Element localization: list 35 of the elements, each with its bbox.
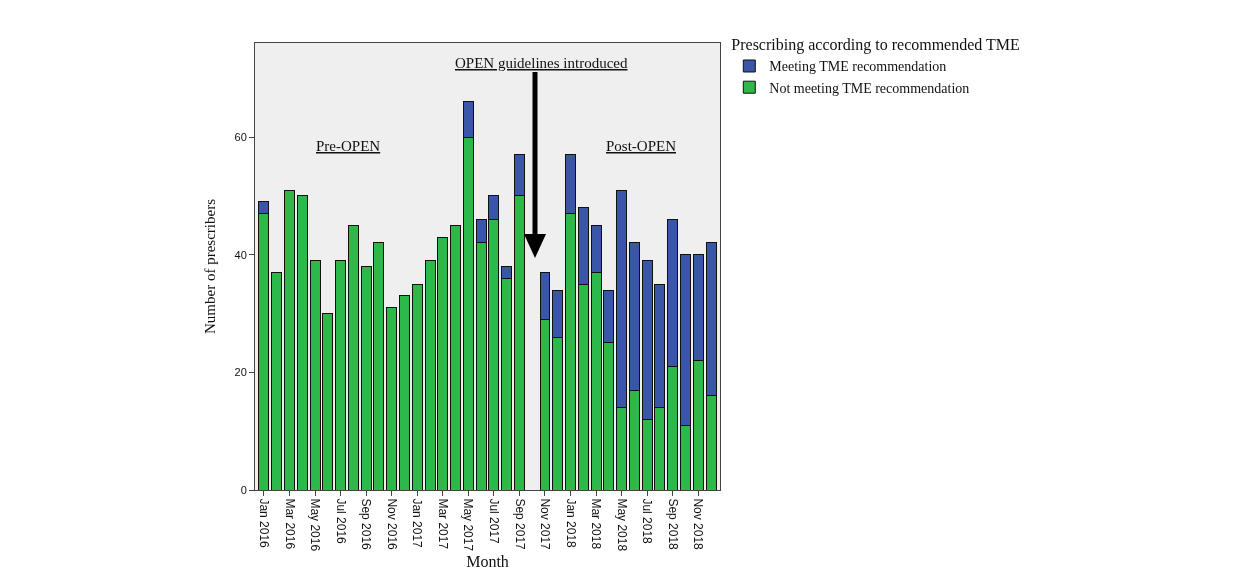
y-tick-label: 0 — [240, 483, 247, 496]
x-tick-label: Jul 2017 — [486, 498, 501, 545]
legend-label: Meeting TME recommendation — [769, 59, 947, 75]
x-tick-label: Jul 2018 — [640, 498, 655, 545]
annotation: Post-OPEN — [606, 138, 677, 154]
legend-label: Not meeting TME recommendation — [769, 80, 970, 96]
bar — [398, 295, 410, 490]
x-tick-label: May 2018 — [614, 498, 629, 552]
x-tick-label: May 2017 — [461, 498, 476, 552]
x-tick-label: Jul 2016 — [333, 498, 348, 545]
bar — [335, 260, 347, 490]
x-tick-label: Sep 2018 — [665, 498, 680, 551]
y-axis-title: Number of prescribers — [202, 198, 218, 334]
annotation: Pre-OPEN — [316, 138, 381, 154]
x-tick-label: Jan 2017 — [410, 498, 425, 549]
x-tick-label: Nov 2016 — [384, 498, 399, 551]
x-tick-label: Sep 2017 — [512, 498, 527, 551]
x-tick-label: Nov 2017 — [538, 498, 553, 551]
bar — [450, 224, 462, 490]
x-tick-label: Nov 2018 — [691, 498, 706, 551]
y-tick-label: 40 — [234, 248, 247, 261]
x-tick-label: Jan 2018 — [563, 498, 578, 549]
x-tick-label: May 2016 — [308, 498, 323, 552]
legend-title: Prescribing according to recommended TME — [731, 36, 1020, 55]
bar — [284, 189, 295, 490]
x-tick-label: Mar 2018 — [589, 498, 604, 550]
y-tick-label: 60 — [234, 130, 247, 143]
x-tick-label: Mar 2017 — [435, 498, 450, 550]
x-tick-label: Mar 2016 — [282, 498, 297, 550]
annotation: OPEN guidelines introduced — [455, 55, 628, 71]
x-axis-title: Month — [466, 553, 509, 571]
bar — [347, 224, 359, 490]
x-tick-label: Jan 2016 — [257, 498, 272, 549]
x-tick-label: Sep 2016 — [359, 498, 374, 551]
y-tick-label: 20 — [234, 366, 247, 379]
